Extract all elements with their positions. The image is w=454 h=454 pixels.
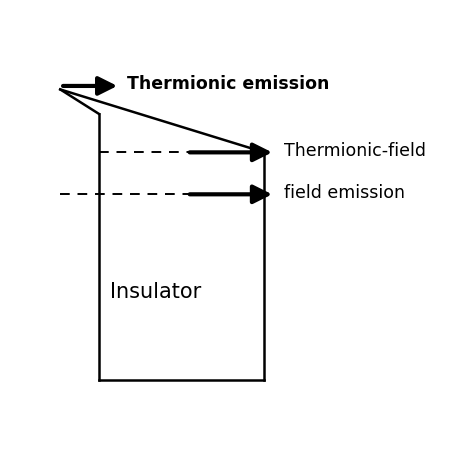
Text: field emission: field emission (284, 184, 405, 202)
Text: Insulator: Insulator (110, 282, 201, 302)
Text: Thermionic emission: Thermionic emission (127, 75, 330, 93)
Text: Thermionic-field: Thermionic-field (284, 142, 426, 160)
